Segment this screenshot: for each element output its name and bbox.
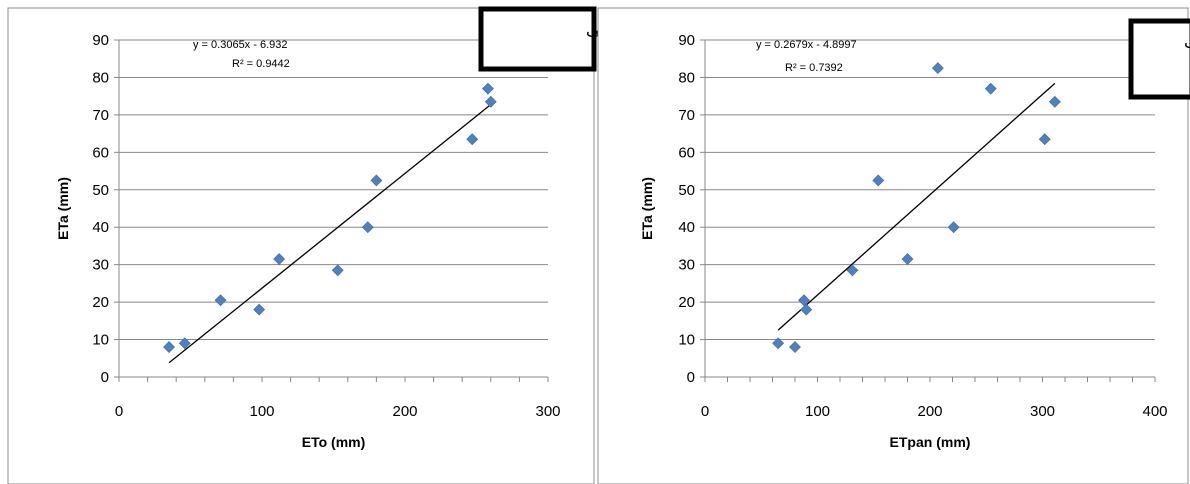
chart-panel-1: 0 10 20 30 40 50 60 70 80 90 0 100 200 300 ETo (mm) ETa… [7, 6, 612, 484]
data-point [178, 337, 191, 350]
y-tick-label: 20 [678, 294, 695, 311]
data-point [931, 62, 944, 75]
y-tick-label: 10 [678, 332, 695, 349]
chart-frame [597, 7, 1189, 484]
x-tick-label: 300 [535, 403, 560, 420]
data-point [901, 253, 914, 265]
chart-panel-2: 0 10 20 30 40 50 60 70 80 90 0 100 200 300 400 ETpan (m… [597, 7, 1190, 484]
y-tick-label: 40 [678, 219, 695, 236]
data-point [798, 294, 810, 307]
data-point [466, 133, 479, 146]
y-tick-label: 40 [92, 219, 109, 236]
chart-frame [7, 7, 595, 484]
panel-tag-box [478, 6, 597, 72]
y-tick-label: 0 [687, 369, 695, 386]
y-tick-label: 80 [678, 69, 695, 86]
data-point [214, 294, 227, 307]
x-tick-label: 200 [392, 403, 417, 420]
y-tick-label: 30 [92, 257, 109, 274]
y-tick-label: 60 [92, 144, 109, 161]
y-tick-label: 50 [92, 182, 109, 199]
trendline-equation: y = 0.2679x - 4.8997 [756, 39, 857, 51]
x-tick-label: 100 [805, 403, 830, 420]
y-tick-label: 70 [92, 107, 109, 124]
panel-tag-label: ب [1184, 33, 1190, 52]
data-point [370, 174, 383, 187]
data-point [772, 337, 785, 350]
panel-tag-box [1128, 18, 1190, 100]
x-axis-label: ETpan (mm) [890, 434, 971, 450]
x-axis-label: ETo (mm) [302, 434, 366, 450]
x-tick-label: 0 [115, 403, 123, 420]
data-point [163, 341, 175, 353]
trendline-equation: y = 0.3065x - 6.932 [193, 39, 287, 51]
x-tick-label: 400 [1142, 403, 1167, 420]
y-axis-label: ETa (mm) [55, 177, 71, 240]
y-tick-label: 50 [678, 182, 695, 199]
y-tick-label: 90 [678, 32, 695, 49]
y-tick-label: 90 [92, 32, 109, 49]
y-tick-label: 60 [678, 144, 695, 161]
y-tick-label: 20 [92, 294, 109, 311]
x-tick-label: 200 [917, 403, 942, 420]
r-squared-label: R² = 0.9442 [232, 58, 290, 70]
y-axis-label: ETa (mm) [639, 177, 655, 240]
y-tick-label: 0 [101, 369, 109, 386]
data-point [482, 82, 494, 95]
data-point [331, 264, 344, 277]
y-tick-label: 70 [678, 107, 695, 124]
data-point [1048, 95, 1061, 108]
data-point [800, 303, 813, 316]
trendline [777, 82, 1056, 331]
data-point [846, 264, 859, 277]
y-tick-label: 80 [92, 69, 109, 86]
y-tick-label: 10 [92, 332, 109, 349]
data-point [1038, 133, 1051, 146]
data-point [984, 82, 997, 95]
data-point [947, 221, 960, 234]
x-tick-label: 300 [1030, 403, 1055, 420]
data-point [789, 341, 801, 353]
y-tick-label: 30 [678, 257, 695, 274]
x-tick-label: 100 [249, 403, 274, 420]
data-point [273, 253, 286, 265]
r-squared-label: R² = 0.7392 [785, 62, 843, 74]
trendline [168, 102, 493, 364]
data-point [361, 221, 374, 234]
data-point [253, 303, 266, 316]
x-tick-label: 0 [701, 403, 709, 420]
data-point [872, 174, 885, 187]
data-point [484, 95, 497, 108]
